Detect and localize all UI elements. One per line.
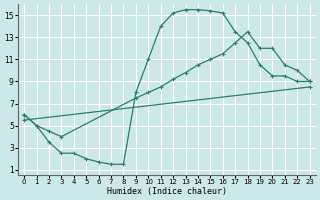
- X-axis label: Humidex (Indice chaleur): Humidex (Indice chaleur): [107, 187, 227, 196]
